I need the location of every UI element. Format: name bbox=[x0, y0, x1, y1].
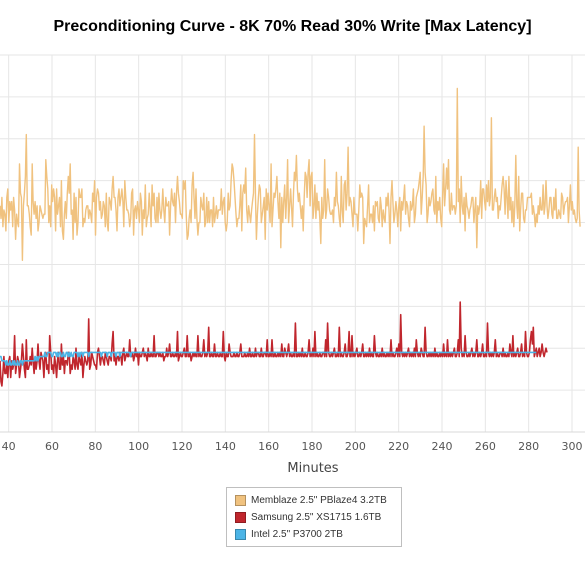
legend: Memblaze 2.5" PBlaze4 3.2TB Samsung 2.5"… bbox=[226, 487, 402, 547]
x-tick-label: 260 bbox=[475, 440, 496, 453]
series-line-samsung bbox=[0, 301, 548, 387]
x-tick-label: 160 bbox=[258, 440, 279, 453]
x-tick-label: 100 bbox=[128, 440, 149, 453]
x-tick-label: 240 bbox=[432, 440, 453, 453]
series-lines bbox=[0, 87, 581, 387]
x-tick-label: 80 bbox=[88, 440, 102, 453]
x-tick-label: 200 bbox=[345, 440, 366, 453]
x-tick-label: 40 bbox=[2, 440, 16, 453]
series-line-memblaze bbox=[0, 87, 581, 261]
x-axis-label: Minutes bbox=[287, 461, 338, 476]
x-tick-label: 300 bbox=[562, 440, 583, 453]
legend-swatch-intel bbox=[235, 528, 246, 540]
legend-item-samsung[interactable]: Samsung 2.5" XS1715 1.6TB bbox=[235, 509, 381, 525]
legend-item-intel[interactable]: Intel 2.5" P3700 2TB bbox=[235, 526, 343, 542]
x-tick-label: 60 bbox=[45, 440, 59, 453]
series-line-intel bbox=[0, 351, 537, 366]
x-tick-label: 220 bbox=[388, 440, 409, 453]
x-tick-label: 180 bbox=[302, 440, 323, 453]
x-tick-label: 140 bbox=[215, 440, 236, 453]
x-tick-label: 120 bbox=[172, 440, 193, 453]
legend-label-intel: Intel 2.5" P3700 2TB bbox=[251, 528, 343, 540]
x-tick-label: 280 bbox=[518, 440, 539, 453]
legend-swatch-memblaze bbox=[235, 494, 246, 506]
x-axis-ticks: 40 60 80 100 120 140 160 180 200 220 240 260 280 300 bbox=[2, 440, 583, 453]
chart-title: Preconditioning Curve - 8K 70% Read 30% … bbox=[53, 18, 532, 35]
grid-lines bbox=[0, 54, 585, 433]
legend-item-memblaze[interactable]: Memblaze 2.5" PBlaze4 3.2TB bbox=[235, 492, 387, 508]
legend-swatch-samsung bbox=[235, 511, 246, 523]
legend-label-memblaze: Memblaze 2.5" PBlaze4 3.2TB bbox=[251, 494, 387, 506]
legend-label-samsung: Samsung 2.5" XS1715 1.6TB bbox=[251, 511, 382, 523]
